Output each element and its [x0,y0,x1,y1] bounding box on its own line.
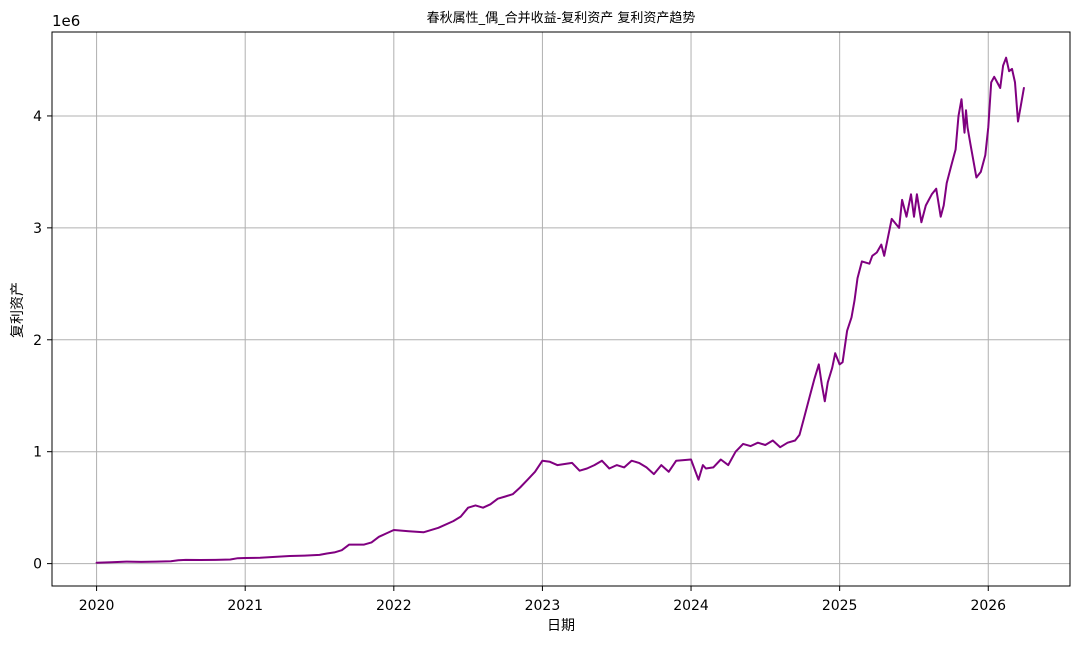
x-axis-ticks: 2020 2021 2022 2023 2024 2025 2026 [79,586,1006,614]
x-tick-label: 2026 [970,598,1006,614]
y-axis-ticks: 0 1 2 3 4 [33,109,52,573]
y-tick-label: 1 [33,445,42,461]
chart-title: 春秋属性_偶_合并收益-复利资产 复利资产趋势 [427,10,696,26]
x-tick-label: 2021 [227,598,263,614]
series-line [95,56,1025,564]
x-tick-label: 2024 [673,598,709,614]
x-tick-label: 2020 [79,598,115,614]
x-axis-label: 日期 [547,618,575,634]
plot-frame [51,31,1071,587]
y-tick-label: 4 [33,109,42,125]
y-tick-label: 3 [33,221,42,237]
y-axis-label: 复利资产 [9,282,26,338]
series-polyline [95,56,1025,564]
x-tick-label: 2023 [525,598,561,614]
x-tick-label: 2022 [376,598,412,614]
x-tick-label: 2025 [822,598,858,614]
y-scale-label: 1e6 [52,12,80,30]
y-tick-label: 2 [33,333,42,349]
y-tick-label: 0 [33,557,42,573]
grid-lines [52,32,1070,586]
